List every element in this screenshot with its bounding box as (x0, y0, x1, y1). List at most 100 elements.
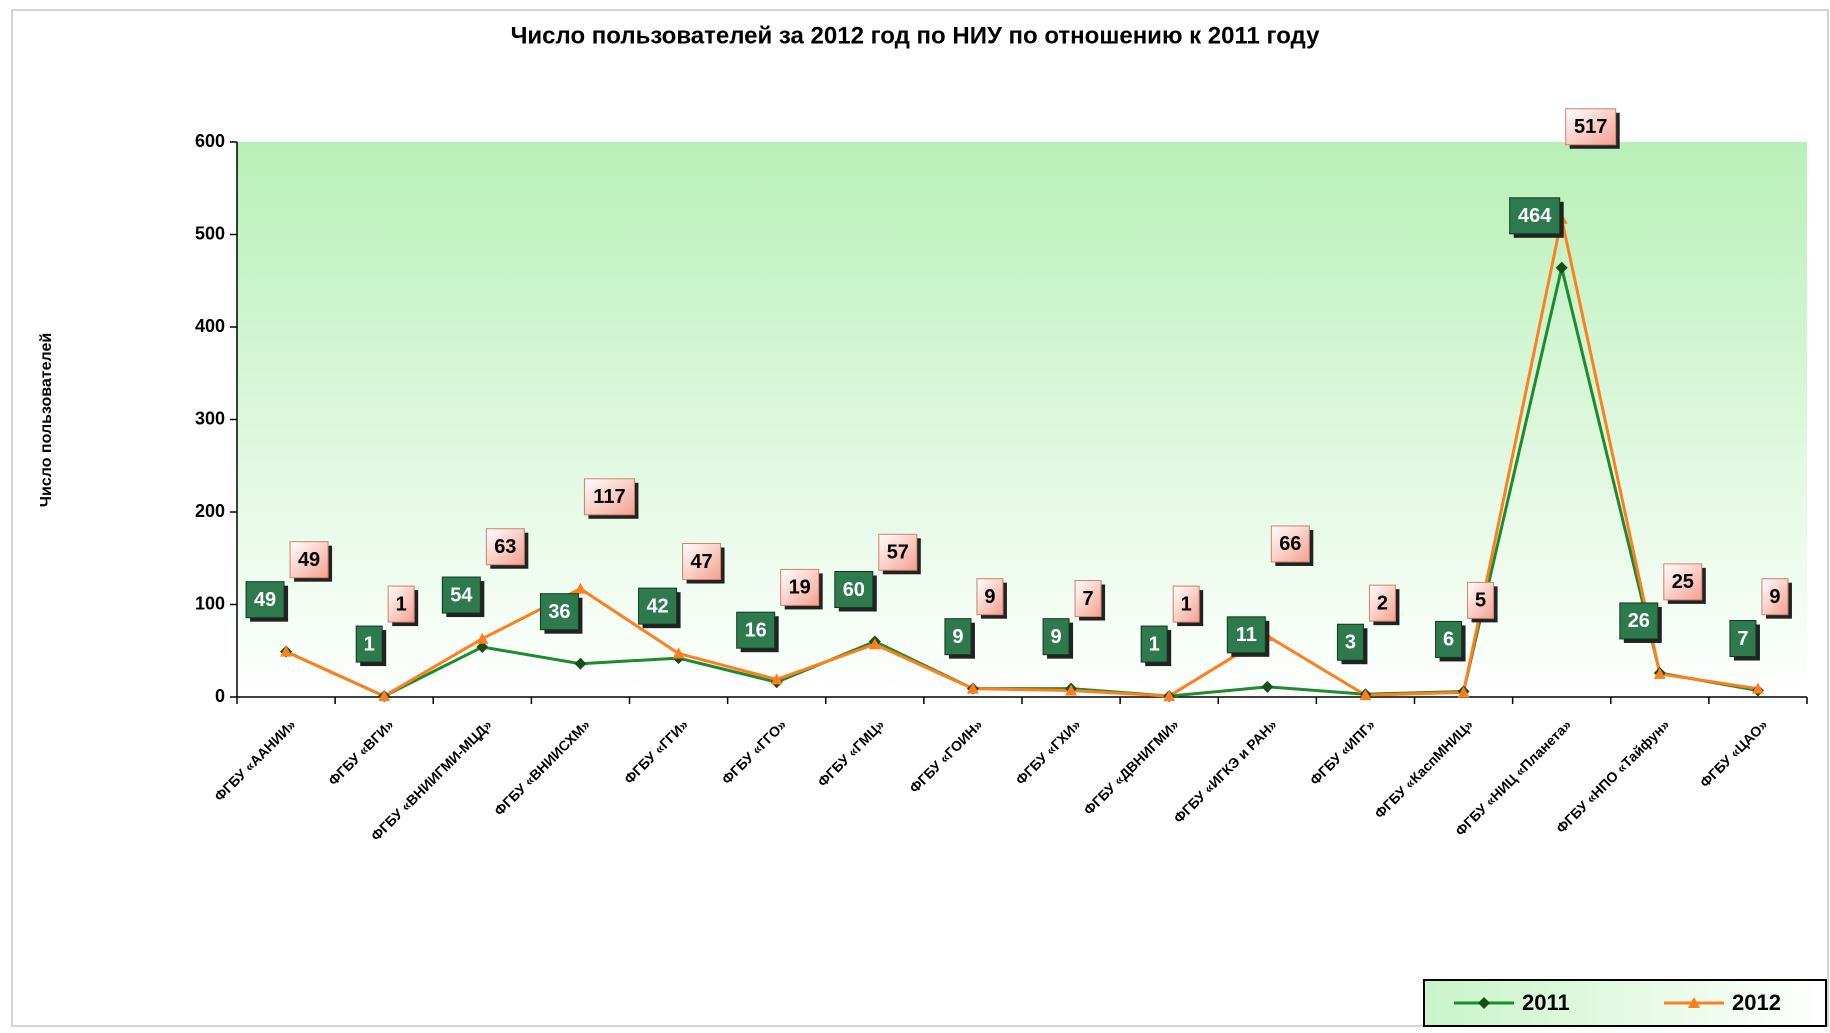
y-tick-label: 400 (195, 316, 225, 336)
data-label: 42 (638, 587, 681, 629)
data-label-box (638, 587, 678, 625)
data-label-box (1042, 618, 1070, 656)
data-label-text: 42 (646, 595, 668, 617)
data-label-text: 57 (887, 542, 909, 564)
point (574, 582, 587, 594)
x-tick-label: ФГБУ «НПО «Тайфун» (1553, 716, 1673, 836)
data-label-box (1270, 525, 1310, 563)
data-label-box (736, 611, 776, 649)
data-label-box (1226, 616, 1266, 654)
x-tick-label: ФГБУ «ВГИ» (325, 716, 397, 788)
data-label-box (976, 578, 1004, 616)
data-label-box (1509, 197, 1561, 235)
data-label: 6 (1435, 620, 1466, 662)
data-label-box (878, 533, 918, 571)
point (574, 657, 587, 670)
data-label-box (355, 625, 383, 663)
data-label: 49 (289, 541, 333, 582)
data-label: 49 (245, 581, 289, 622)
data-label-box (1619, 602, 1659, 640)
data-label: 57 (878, 533, 921, 575)
point (1163, 690, 1176, 702)
data-label: 9 (976, 578, 1007, 619)
data-label-text: 5 (1475, 590, 1486, 612)
data-label-text: 117 (593, 486, 625, 508)
data-label: 19 (780, 568, 823, 610)
data-label: 11 (1226, 616, 1270, 657)
data-label-text: 26 (1628, 610, 1650, 632)
data-label-text: 60 (843, 579, 865, 601)
data-label-text: 9 (1769, 586, 1780, 608)
data-label: 1 (355, 625, 387, 667)
data-label-text: 7 (1083, 588, 1094, 610)
x-tick-label: ФГБУ «ГГИ» (621, 716, 692, 787)
data-label-text: 1 (1149, 633, 1160, 655)
data-label: 5 (1467, 581, 1498, 623)
data-label-text: 464 (1518, 205, 1552, 227)
data-label-text: 517 (1574, 116, 1607, 138)
x-tick-label: ФГБУ «ВНИИСХМ» (491, 716, 593, 818)
data-label-text: 25 (1672, 571, 1694, 593)
data-label-text: 2 (1377, 592, 1388, 614)
point (1751, 682, 1764, 694)
y-tick-label: 200 (195, 501, 225, 521)
legend-label: 2011 (1522, 990, 1570, 1015)
point (476, 641, 489, 654)
x-tick-label: ФГБУ «ДВНИГМИ» (1080, 716, 1182, 818)
data-label-box (834, 571, 874, 608)
data-label-box (1368, 584, 1396, 622)
data-label-box (1435, 620, 1463, 658)
data-label: 2 (1368, 584, 1400, 626)
x-tick-label: ФГБУ «ГГО» (718, 716, 789, 787)
y-tick-label: 0 (215, 686, 225, 706)
x-tick-label: ФГБУ «ИГКЭ и РАН» (1170, 716, 1280, 826)
chart-title: Число пользователей за 2012 год по НИУ п… (511, 22, 1321, 49)
data-label-text: 1 (396, 593, 407, 615)
data-label-box (944, 618, 972, 656)
data-label-text: 49 (298, 549, 320, 571)
data-label-box (682, 543, 722, 581)
data-label-box (1467, 581, 1495, 619)
data-label-text: 16 (745, 619, 767, 641)
data-label-text: 1 (1181, 593, 1192, 615)
y-tick-label: 500 (195, 223, 225, 243)
data-label-text: 11 (1236, 624, 1257, 646)
point (672, 647, 685, 659)
x-tick-label: ФГБУ «ГХИ» (1012, 716, 1084, 788)
data-label: 117 (583, 478, 639, 519)
data-label-box (485, 528, 525, 566)
chart-border (11, 9, 1829, 1027)
data-label: 47 (682, 543, 725, 584)
data-label: 16 (736, 611, 779, 653)
x-tick-label: ФГБУ «ГМЦ» (814, 716, 887, 789)
point (966, 682, 979, 694)
data-label-text: 49 (254, 589, 276, 611)
data-label-text: 9 (984, 586, 995, 608)
data-label: 36 (539, 593, 583, 634)
data-label: 63 (485, 528, 529, 569)
data-label: 3 (1336, 623, 1368, 665)
data-label-text: 66 (1279, 533, 1301, 555)
x-tick-label: ФГБУ «ЦАО» (1697, 716, 1771, 790)
data-label-box (539, 593, 579, 631)
x-tick-label: ФГБУ «ИПГ» (1307, 716, 1379, 788)
data-label-box (1074, 580, 1102, 618)
point (868, 638, 881, 650)
y-axis-label: Число пользователей (38, 333, 55, 507)
data-label: 9 (1761, 578, 1792, 619)
data-label: 1 (387, 585, 419, 627)
data-label-text: 63 (494, 536, 516, 558)
data-label-box (1729, 620, 1757, 658)
data-label: 1 (1140, 625, 1172, 667)
data-label: 9 (944, 618, 975, 659)
data-label: 26 (1619, 602, 1662, 643)
data-label-box (441, 576, 481, 614)
data-label: 25 (1663, 563, 1706, 604)
point (1065, 684, 1078, 696)
data-label: 9 (1042, 618, 1074, 659)
data-label-box (1663, 563, 1703, 601)
data-label-box (1761, 578, 1789, 616)
point (378, 690, 391, 702)
data-label-text: 36 (548, 601, 570, 623)
